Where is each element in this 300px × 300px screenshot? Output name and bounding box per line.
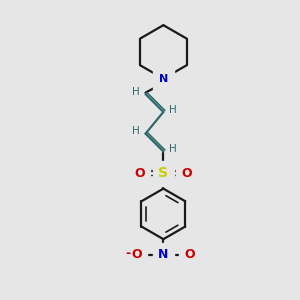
Text: N: N xyxy=(158,248,169,261)
Text: H: H xyxy=(132,126,140,136)
Text: H: H xyxy=(169,105,177,115)
Text: H: H xyxy=(132,87,140,97)
Text: O: O xyxy=(134,167,145,180)
Text: O: O xyxy=(131,248,142,261)
Text: O: O xyxy=(185,248,195,261)
Text: S: S xyxy=(158,166,168,180)
Text: -: - xyxy=(126,247,131,260)
Text: H: H xyxy=(169,144,177,154)
Text: N: N xyxy=(159,74,168,84)
Text: O: O xyxy=(182,167,193,180)
Text: +: + xyxy=(165,244,173,254)
